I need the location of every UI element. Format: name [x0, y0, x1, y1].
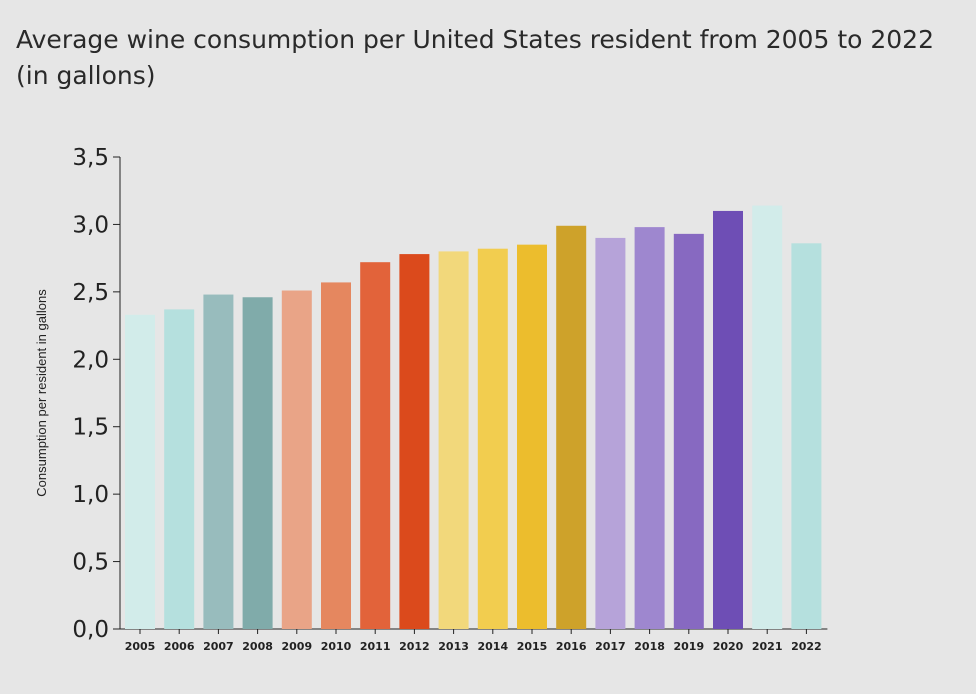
x-tick-label: 2016: [556, 640, 587, 653]
y-axis-label: Consumption per resident in gallons: [34, 289, 49, 497]
bar-2020: [713, 210, 743, 629]
bar-2009: [281, 290, 312, 629]
bar-2014: [477, 248, 508, 629]
bar-2012: [399, 254, 430, 629]
bars: [125, 205, 822, 629]
x-tick-label: 2005: [125, 640, 156, 653]
y-tick-label: 3,0: [72, 212, 109, 238]
x-tick-label: 2020: [713, 640, 744, 653]
y-axis: 0,0 0,5 1,0 1,5 2,0 2,5 3,0 3,5: [72, 145, 121, 643]
bar-2010: [321, 282, 351, 629]
x-tick-label: 2014: [477, 640, 508, 653]
bar-2019: [673, 233, 704, 629]
x-tick-label: 2010: [321, 640, 352, 653]
bar-2008: [242, 297, 273, 629]
y-tick-label: 2,5: [72, 280, 109, 306]
y-tick-label: 1,5: [72, 415, 109, 441]
x-tick-label: 2021: [752, 640, 783, 653]
x-tick-label: 2022: [791, 640, 822, 653]
chart-title: Average wine consumption per United Stat…: [16, 25, 934, 90]
x-tick-label: 2017: [595, 640, 626, 653]
x-tick-label: 2007: [203, 640, 234, 653]
bar-2007: [203, 294, 234, 629]
bar-2005: [125, 314, 155, 629]
x-tick-label: 2015: [517, 640, 548, 653]
x-tick-label: 2011: [360, 640, 391, 653]
x-tick-label: 2006: [164, 640, 195, 653]
x-tick-label: 2019: [673, 640, 704, 653]
bar-2021: [752, 205, 783, 629]
y-tick-label: 2,0: [72, 347, 109, 373]
x-tick-label: 2009: [281, 640, 312, 653]
y-tick-label: 1,0: [72, 482, 109, 508]
x-tick-label: 2018: [634, 640, 665, 653]
bar-2016: [556, 225, 587, 629]
x-tick-label: 2013: [438, 640, 469, 653]
y-tick-label: 0,5: [72, 550, 109, 576]
bar-2018: [634, 227, 665, 629]
y-tick-label: 0,0: [72, 617, 109, 643]
x-axis: 2005 2006 2007 2008 2009 2010 2011 2012 2013 2014…: [120, 628, 828, 653]
x-tick-label: 2008: [242, 640, 273, 653]
bar-2022: [791, 243, 822, 629]
x-tick-label: 2012: [399, 640, 430, 653]
bar-2006: [164, 309, 195, 629]
bar-2011: [360, 262, 391, 629]
bar-2013: [438, 251, 469, 629]
y-tick-label: 3,5: [72, 145, 109, 171]
bar-2015: [517, 244, 547, 629]
bar-2017: [595, 237, 626, 629]
